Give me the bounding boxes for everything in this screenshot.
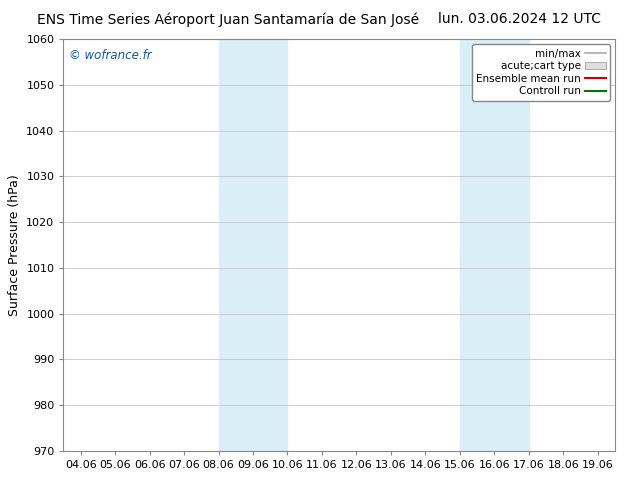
Text: ENS Time Series Aéroport Juan Santamaría de San José: ENS Time Series Aéroport Juan Santamaría…: [37, 12, 419, 27]
Text: lun. 03.06.2024 12 UTC: lun. 03.06.2024 12 UTC: [438, 12, 602, 26]
Text: © wofrance.fr: © wofrance.fr: [69, 49, 152, 63]
Bar: [460, 39, 529, 451]
Y-axis label: Surface Pressure (hPa): Surface Pressure (hPa): [8, 174, 21, 316]
Legend: min/max, acute;cart type, Ensemble mean run, Controll run: min/max, acute;cart type, Ensemble mean …: [472, 45, 610, 100]
Bar: [219, 39, 287, 451]
